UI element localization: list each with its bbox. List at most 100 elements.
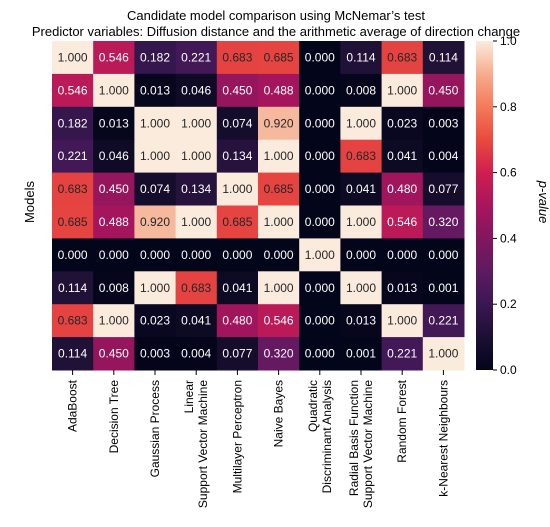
heatmap-cell	[258, 205, 300, 239]
cell-value-label: 0.114	[346, 50, 375, 64]
cell-value-label: 0.077	[222, 347, 252, 361]
y-axis-label: Models	[22, 181, 37, 223]
cell-value-label: 1.000	[387, 83, 417, 97]
heatmap-cell	[175, 271, 218, 305]
heatmap-cell	[216, 304, 259, 338]
heatmap-cell	[216, 139, 259, 174]
heatmap-cell	[258, 41, 300, 75]
cell-value-label: 0.182	[140, 50, 170, 64]
heatmap-cell	[93, 304, 135, 338]
heatmap-cell	[381, 238, 424, 272]
heatmap-cell	[175, 172, 218, 206]
cell-value-label: 0.013	[99, 116, 129, 130]
cell-value-label: 0.114	[58, 281, 87, 295]
cell-value-label: 0.077	[428, 182, 458, 196]
heatmap-cell	[216, 271, 259, 305]
heatmap-cell	[93, 205, 135, 239]
heatmap-cell	[93, 337, 135, 371]
heatmap-cell	[258, 106, 300, 141]
heatmap-cell	[134, 41, 177, 75]
heatmap-cell	[381, 337, 424, 371]
cell-value-label: 0.221	[387, 347, 417, 361]
cell-value-label: 0.001	[346, 347, 376, 361]
heatmap-cell	[299, 172, 341, 206]
heatmap-cell	[381, 73, 424, 108]
cell-value-label: 0.683	[58, 182, 88, 196]
colorbar-tick-label: 1.0	[500, 34, 517, 48]
cell-value-label: 1.000	[264, 215, 294, 229]
cell-value-label: 0.000	[305, 182, 335, 196]
heatmap-cell	[422, 106, 465, 141]
heatmap-cell	[175, 304, 218, 338]
cell-value-label: 0.480	[387, 182, 417, 196]
cell-value-label: 1.000	[181, 116, 211, 130]
heatmap-cell	[422, 73, 465, 108]
cell-value-label: 1.000	[58, 50, 88, 64]
cell-value-label: 0.000	[305, 83, 335, 97]
cell-value-label: 0.041	[346, 182, 376, 196]
cell-value-label: 0.920	[140, 215, 170, 229]
cell-value-label: 0.046	[99, 149, 129, 163]
cell-value-label: 0.000	[140, 248, 170, 262]
heatmap-cell	[52, 205, 94, 239]
heatmap-cell	[340, 238, 383, 272]
heatmap-cell	[381, 41, 424, 75]
x-tick-label: LinearSupport Vector Machine	[182, 380, 210, 508]
cell-value-label: 1.000	[264, 149, 294, 163]
cell-value-label: 0.000	[222, 248, 252, 262]
heatmap-cell	[299, 238, 341, 272]
cell-value-label: 0.000	[305, 149, 335, 163]
cell-value-label: 0.041	[181, 314, 211, 328]
cell-value-label: 0.685	[264, 50, 294, 64]
heatmap-cell	[216, 73, 259, 108]
cell-value-label: 0.008	[346, 83, 376, 97]
heatmap-cell	[175, 337, 218, 371]
heatmap-cell	[422, 172, 465, 206]
heatmap-cell	[422, 337, 465, 371]
heatmap-cell	[299, 106, 341, 141]
heatmap-cell	[340, 106, 383, 141]
heatmap-cell	[381, 205, 424, 239]
colorbar	[476, 41, 493, 370]
cell-value-label: 0.683	[346, 149, 376, 163]
heatmap-cells: 1.000 0.546 0.182 0.221 0.683 0.685 0.000 0.114…	[52, 41, 465, 371]
heatmap-cell	[52, 106, 94, 141]
x-tick-label: QuadraticDiscriminant Analysis	[306, 380, 334, 493]
heatmap-cell	[299, 271, 341, 305]
heatmap-cell	[52, 172, 94, 206]
heatmap-cell	[381, 271, 424, 305]
heatmap-cell	[134, 139, 177, 174]
heatmap-cell	[340, 172, 383, 206]
heatmap-cell	[134, 271, 177, 305]
heatmap-cell	[134, 172, 177, 206]
heatmap-cell	[340, 304, 383, 338]
cell-value-label: 0.320	[428, 215, 458, 229]
cell-value-label: 0.004	[428, 149, 458, 163]
cell-value-label: 0.000	[428, 248, 458, 262]
cell-value-label: 0.003	[428, 116, 458, 130]
heatmap-cell	[93, 41, 135, 75]
chart-subtitle: Predictor variables: Diffusion distance …	[32, 24, 520, 39]
heatmap-cell	[340, 139, 383, 174]
cell-value-label: 0.000	[305, 116, 335, 130]
heatmap-cell	[299, 139, 341, 174]
heatmap-cell	[216, 205, 259, 239]
cell-value-label: 1.000	[140, 116, 170, 130]
cell-value-label: 0.013	[346, 314, 376, 328]
cell-value-label: 0.683	[222, 50, 252, 64]
colorbar-ticks: 0.0 0.2 0.4 0.6 0.8 1.0	[493, 34, 517, 377]
cell-value-label: 0.041	[387, 149, 417, 163]
heatmap-cell	[299, 205, 341, 239]
heatmap-cell	[93, 172, 135, 206]
cell-value-label: 0.683	[58, 314, 88, 328]
cell-value-label: 0.023	[140, 314, 170, 328]
x-tick-label: Random Forest	[395, 379, 409, 462]
cell-value-label: 0.134	[222, 149, 252, 163]
cell-value-label: 1.000	[140, 149, 170, 163]
cell-value-label: 0.003	[140, 347, 170, 361]
cell-value-label: 1.000	[99, 314, 129, 328]
cell-value-label: 0.546	[264, 314, 294, 328]
cell-value-label: 0.000	[58, 248, 88, 262]
heatmap-cell	[422, 205, 465, 239]
